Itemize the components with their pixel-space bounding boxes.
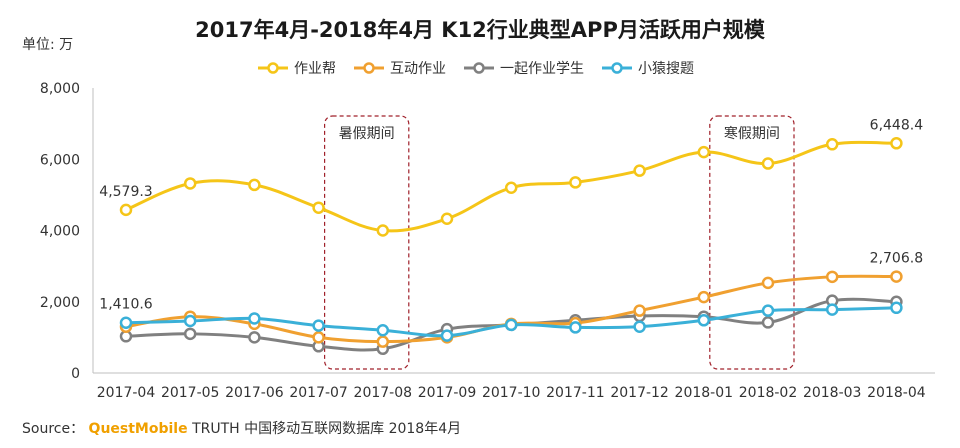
period-annotation-box <box>709 115 795 370</box>
legend-item-yiqi: 一起作业学生 <box>464 58 584 78</box>
x-tick-label: 2017-05 <box>161 385 220 401</box>
data-point <box>569 321 582 334</box>
data-point <box>761 304 775 317</box>
source-brand: QuestMobile <box>88 421 188 437</box>
data-point <box>633 320 646 333</box>
data-point <box>312 201 325 214</box>
x-tick-label: 2017-07 <box>289 385 348 401</box>
legend-marker-hudong <box>354 62 384 74</box>
source-rest: TRUTH 中国移动互联网数据库 2018年4月 <box>192 421 462 437</box>
data-label: 2,706.8 <box>870 251 923 267</box>
data-label: 1,410.6 <box>99 297 153 313</box>
data-point <box>183 177 197 190</box>
data-point <box>376 335 390 348</box>
period-annotation-box <box>324 115 410 370</box>
x-tick-label: 2018-04 <box>867 385 926 401</box>
data-point <box>890 301 903 315</box>
x-tick-label: 2017-11 <box>546 385 605 401</box>
period-annotation-label: 暑假期间 <box>339 126 395 142</box>
data-point <box>248 178 261 192</box>
data-point <box>504 318 518 332</box>
data-point <box>248 331 261 344</box>
data-point <box>248 312 261 325</box>
data-point <box>440 329 454 342</box>
data-point <box>183 314 197 328</box>
legend-item-xiaoyuan: 小猿搜题 <box>602 58 694 78</box>
legend-marker-zuoyebang <box>258 62 288 74</box>
unit-label: 单位: 万 <box>22 37 74 53</box>
data-point <box>697 145 711 159</box>
data-label: 4,579.3 <box>99 184 152 200</box>
x-tick-label: 2017-06 <box>225 385 284 401</box>
data-point <box>119 316 133 329</box>
data-point <box>825 303 839 316</box>
data-point <box>697 290 711 304</box>
legend-label-zuoyebang: 作业帮 <box>294 61 336 77</box>
data-point <box>761 276 775 290</box>
legend-label-yiqi: 一起作业学生 <box>500 61 584 77</box>
x-tick-label: 2017-10 <box>482 385 541 401</box>
data-point <box>504 181 518 194</box>
data-point <box>376 324 390 337</box>
data-point <box>633 164 646 177</box>
legend-item-hudong: 互动作业 <box>354 58 446 78</box>
data-point <box>890 270 903 283</box>
x-tick-label: 2018-01 <box>675 385 734 401</box>
data-point <box>697 314 711 327</box>
y-tick-label: 6,000 <box>40 152 80 168</box>
x-tick-label: 2018-02 <box>739 385 798 401</box>
legend-marker-yiqi <box>464 62 494 74</box>
data-point <box>890 137 903 150</box>
legend-label-xiaoyuan: 小猿搜题 <box>638 61 694 77</box>
data-point <box>825 270 839 284</box>
data-point <box>119 203 133 217</box>
legend: 作业帮 互动作业 一起作业学生 小猿搜题 <box>258 58 694 78</box>
chart-title: 2017年4月-2018年4月 K12行业典型APP月活跃用户规模 <box>195 18 765 42</box>
data-point <box>569 176 582 189</box>
source-prefix: Source： <box>22 421 85 437</box>
y-tick-label: 4,000 <box>40 224 80 240</box>
x-tick-label: 2017-12 <box>610 385 669 401</box>
legend-marker-xiaoyuan <box>602 62 632 74</box>
data-point <box>183 327 197 341</box>
y-tick-label: 8,000 <box>40 81 80 97</box>
legend-item-zuoyebang: 作业帮 <box>258 58 336 78</box>
data-point <box>312 319 325 332</box>
data-point <box>633 304 646 317</box>
x-tick-label: 2017-08 <box>354 385 413 401</box>
x-tick-label: 2017-04 <box>97 385 156 401</box>
y-tick-label: 2,000 <box>40 295 80 311</box>
x-tick-label: 2017-09 <box>418 385 477 401</box>
data-point <box>312 331 325 344</box>
data-point <box>761 157 775 170</box>
data-point <box>376 224 390 237</box>
y-tick-label: 0 <box>71 366 80 382</box>
data-label: 6,448.4 <box>870 117 924 133</box>
data-point <box>825 138 839 151</box>
data-point <box>440 212 454 225</box>
x-tick-label: 2018-03 <box>803 385 862 401</box>
period-annotation-label: 寒假期间 <box>724 125 780 142</box>
data-point <box>761 316 775 329</box>
legend-label-hudong: 互动作业 <box>390 61 446 77</box>
source-note: Source： QuestMobile TRUTH 中国移动互联网数据库 201… <box>22 418 461 438</box>
